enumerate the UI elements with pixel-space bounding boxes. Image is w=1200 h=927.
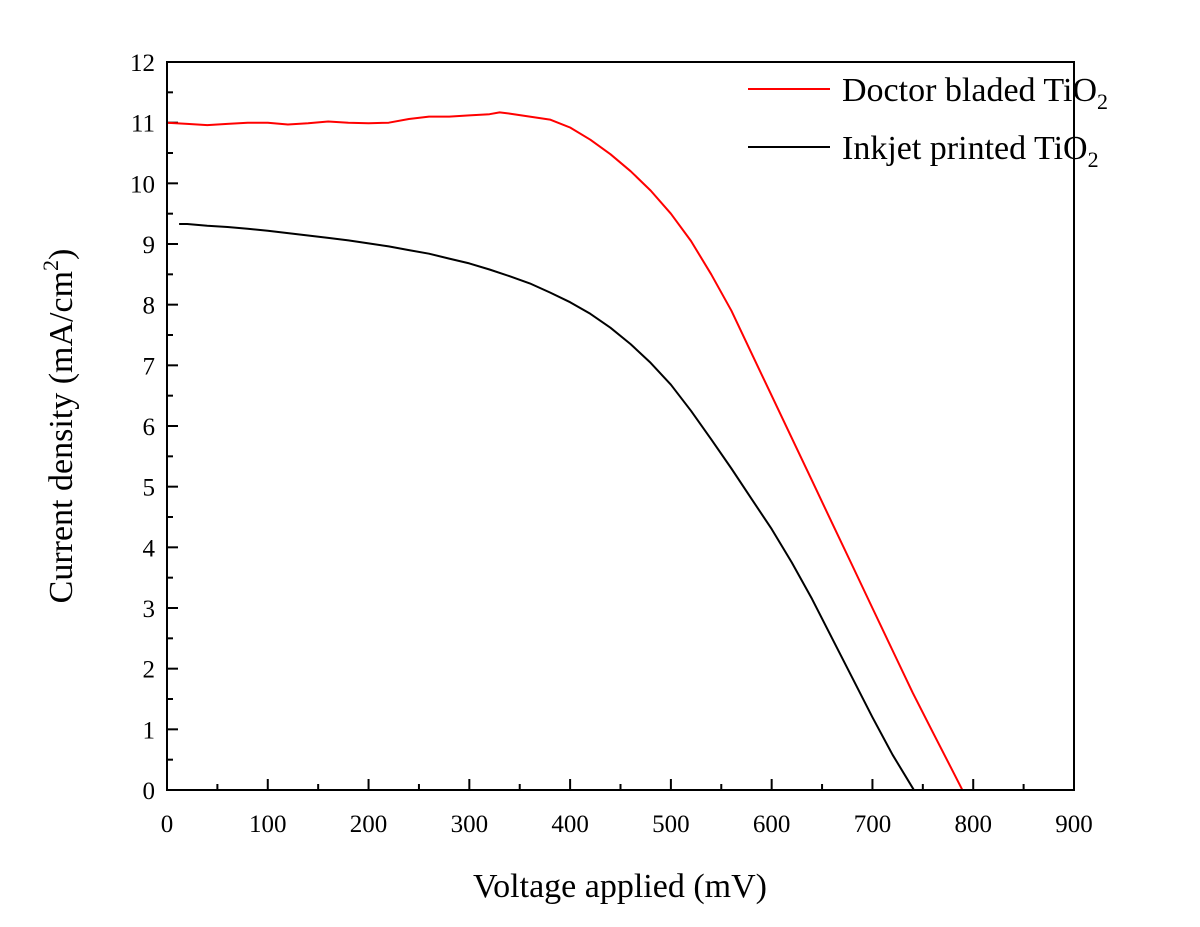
x-axis-title: Voltage applied (mV) — [473, 868, 767, 905]
y-axis-title-tail: ) — [43, 249, 80, 260]
legend-label-doctor-bladed: Doctor bladed TiO2 — [842, 72, 1108, 114]
plot-frame — [166, 61, 1075, 791]
axis-ticks — [166, 61, 1075, 791]
y-tick-label: 3 — [143, 596, 156, 623]
series-lines — [167, 111, 964, 790]
legend-label-doctor-bladed-sub: 2 — [1097, 89, 1108, 114]
x-tick-label: 600 — [753, 811, 791, 838]
y-axis-title-sup: 2 — [38, 260, 63, 271]
x-tick-labels: 0 100 200 300 400 500 600 700 800 900 — [161, 811, 1093, 838]
y-axis-title: Current density (mA/cm2) — [38, 249, 80, 604]
y-tick-label: 9 — [143, 232, 156, 259]
y-tick-label: 10 — [130, 171, 155, 198]
x-tick-label: 200 — [350, 811, 388, 838]
y-tick-label: 8 — [143, 293, 156, 320]
y-tick-label: 11 — [131, 111, 155, 138]
x-tick-label: 100 — [249, 811, 287, 838]
y-tick-label: 6 — [143, 414, 156, 441]
y-tick-label: 7 — [143, 353, 156, 380]
y-tick-label: 1 — [143, 717, 156, 744]
y-tick-label: 5 — [143, 475, 156, 502]
legend-label-inkjet-printed-sub: 2 — [1088, 147, 1099, 172]
series-line-inkjet-printed — [179, 223, 916, 790]
x-tick-label: 900 — [1055, 811, 1093, 838]
y-tick-label: 12 — [130, 50, 155, 77]
legend-label-inkjet-printed-main: Inkjet printed TiO — [842, 130, 1088, 167]
x-tick-label: 500 — [652, 811, 690, 838]
x-tick-label: 300 — [451, 811, 489, 838]
legend: Doctor bladed TiO2 Inkjet printed TiO2 — [748, 72, 1108, 172]
x-tick-label: 700 — [854, 811, 892, 838]
y-tick-label: 4 — [143, 535, 156, 562]
series-line-doctor-bladed — [167, 111, 964, 790]
y-tick-label: 0 — [143, 778, 156, 805]
y-axis-title-main: Current density (mA/cm — [43, 271, 80, 603]
x-tick-label: 400 — [551, 811, 589, 838]
x-tick-label: 800 — [954, 811, 992, 838]
legend-label-inkjet-printed: Inkjet printed TiO2 — [842, 130, 1099, 172]
y-tick-label: 2 — [143, 657, 156, 684]
legend-label-doctor-bladed-main: Doctor bladed TiO — [842, 72, 1097, 109]
x-tick-label: 0 — [161, 811, 174, 838]
